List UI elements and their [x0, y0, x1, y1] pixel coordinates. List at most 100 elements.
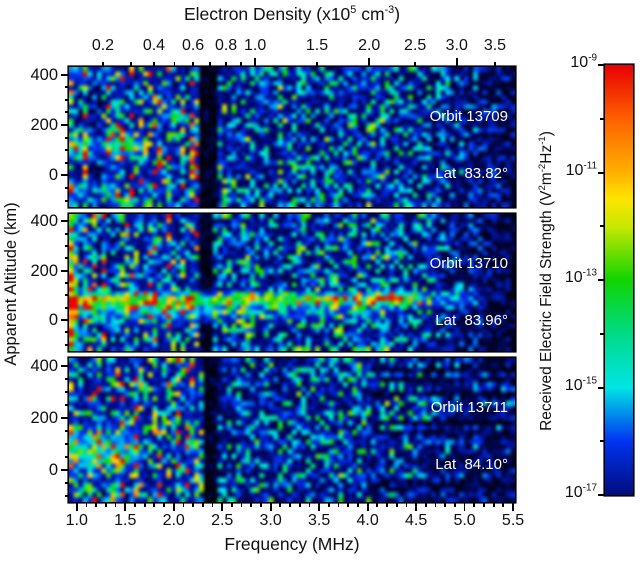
top-axis-tick-label: 0.8 [214, 37, 238, 54]
top-axis-tick-label: 1.0 [244, 37, 267, 54]
panel-2-lat-label: Lat 83.96° [435, 312, 508, 329]
top-axis-tick-label: 0.4 [142, 37, 166, 54]
x-axis-tick [347, 502, 350, 507]
x-axis-tick [172, 502, 175, 511]
y-axis-tick [61, 468, 69, 471]
x-axis-tick-label: 2.0 [162, 512, 185, 529]
y-axis-minor-tick [64, 98, 69, 101]
x-axis-tick [75, 502, 78, 511]
x-axis-tick [143, 502, 146, 507]
top-axis-tick [316, 61, 318, 67]
y-axis-minor-tick [64, 494, 69, 497]
x-axis-tick-label: 1.5 [114, 512, 137, 529]
top-axis-title: Electron Density (x105 cm-3) [69, 4, 515, 25]
x-axis-tick [298, 502, 301, 507]
y-axis-minor-tick [64, 455, 69, 458]
colorbar-tick-exponent: -13 [582, 267, 597, 279]
y-axis-minor-tick [64, 245, 69, 248]
spectrogram-canvas-2 [69, 214, 515, 351]
top-axis-tick [102, 61, 104, 67]
x-axis-tick [308, 502, 311, 507]
y-axis-minor-tick [64, 306, 69, 309]
y-axis-minor-tick [64, 86, 69, 89]
x-axis-tick [250, 502, 253, 507]
y-axis-tick-label: 400 [30, 212, 58, 231]
colorbar-tick-exponent: -9 [588, 52, 597, 64]
y-axis-minor-tick [64, 343, 69, 346]
x-axis-tick [124, 502, 127, 511]
top-axis-title-text: Electron Density (x10 [183, 4, 351, 24]
x-axis-tick [289, 502, 291, 507]
x-axis-tick [473, 502, 476, 507]
colorbar-tick [598, 279, 605, 281]
x-axis-tick [318, 502, 321, 511]
y-axis-tick [61, 174, 69, 177]
panel-2-orbit-label: Orbit 13710 [429, 255, 508, 272]
y-axis-minor-tick [64, 161, 69, 164]
colorbar-tick [598, 494, 605, 496]
x-axis-tick [366, 502, 369, 511]
y-axis-tick-label: 0 [48, 311, 58, 330]
top-axis-tick [153, 61, 155, 67]
y-axis-tick-label: 200 [30, 408, 58, 427]
x-axis-tick [104, 502, 107, 507]
x-axis-tick [512, 502, 514, 511]
spectrogram-canvas-1 [69, 67, 515, 207]
top-axis-title-sup: 5 [350, 4, 357, 17]
x-axis-tick [444, 502, 447, 507]
x-axis-tick [395, 502, 398, 507]
top-axis-tick [173, 61, 176, 67]
colorbar-tick [598, 64, 605, 66]
x-axis-tick [405, 502, 408, 507]
colorbar-tick-mantissa: 10 [565, 161, 584, 179]
x-axis-tick [376, 502, 379, 507]
y-axis-minor-tick [64, 390, 69, 393]
y-axis-minor-tick [64, 232, 69, 235]
top-axis-tick [494, 61, 496, 67]
x-axis-tick-label: 4.5 [404, 512, 428, 529]
x-axis-tick [182, 502, 185, 507]
y-axis-minor-tick [64, 257, 69, 260]
x-axis-tick [386, 502, 388, 507]
x-axis-tick-label: 5.5 [501, 512, 525, 529]
top-axis-tick [209, 61, 212, 67]
colorbar-tick [598, 171, 605, 174]
x-axis-tick [434, 502, 437, 507]
colorbar-tick-label: 10-17 [540, 483, 597, 502]
x-axis-tick-label: 3.5 [308, 512, 331, 529]
colorbar-title-close: ) [538, 131, 555, 137]
x-axis-tick-label: 3.0 [259, 512, 282, 529]
top-axis-tick [240, 61, 242, 67]
x-axis-tick [463, 502, 466, 511]
x-axis-tick [230, 502, 233, 507]
x-axis-tick [221, 502, 224, 511]
x-axis-tick-label: 5.0 [453, 512, 476, 529]
panel-2-annotation: Orbit 13710 Lat 83.96° [430, 216, 508, 368]
top-axis-tick-label: 1.5 [305, 37, 329, 54]
colorbar-title-text: Received Electric Field Strength (V [538, 190, 555, 431]
y-axis-minor-tick [64, 442, 69, 445]
colorbar [605, 65, 633, 495]
top-axis-tick-label: 2.0 [358, 37, 381, 54]
x-axis-tick [240, 502, 243, 507]
y-axis-tick [61, 364, 69, 367]
y-axis-minor-tick [64, 403, 69, 406]
panel-1-orbit-label: Orbit 13709 [429, 108, 508, 125]
x-axis-tick [192, 502, 194, 507]
top-axis-title-unit-sup: -3 [384, 4, 395, 17]
y-axis-minor-tick [64, 481, 69, 484]
y-axis-title: Apparent Altitude (km) [2, 159, 24, 409]
x-axis-tick [85, 502, 88, 507]
x-axis-tick [279, 502, 282, 507]
x-axis-tick [415, 502, 417, 511]
x-axis-tick [327, 502, 330, 507]
x-axis-title-text: Frequency (MHz) [224, 534, 360, 554]
y-axis-minor-tick [64, 282, 69, 285]
y-axis-minor-tick [64, 199, 69, 202]
colorbar-minor-tick [600, 117, 605, 120]
top-axis-tick-label: 0.2 [91, 37, 115, 54]
top-axis-tick-label: 3.5 [483, 37, 507, 54]
y-axis-minor-tick [64, 377, 69, 380]
colorbar-tick-mantissa: 10 [564, 484, 583, 501]
x-axis-tick [95, 502, 98, 507]
